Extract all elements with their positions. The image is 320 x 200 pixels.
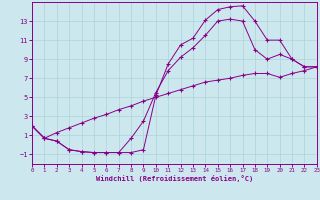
X-axis label: Windchill (Refroidissement éolien,°C): Windchill (Refroidissement éolien,°C)	[96, 175, 253, 182]
